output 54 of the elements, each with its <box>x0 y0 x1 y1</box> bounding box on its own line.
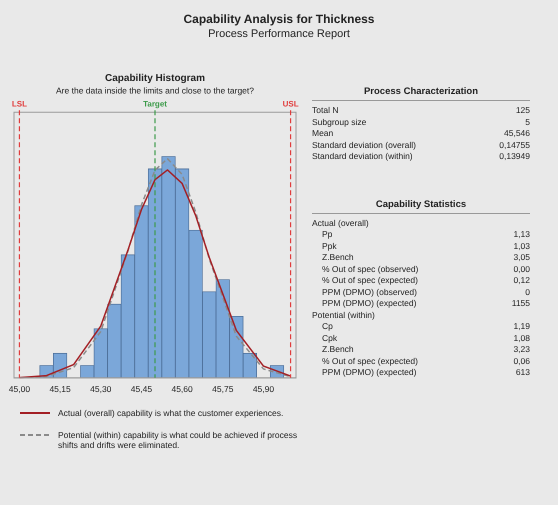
text: Process Characterization <box>312 86 530 101</box>
ref-line-label: LSL <box>12 99 28 108</box>
text: Capability Statistics <box>312 198 530 214</box>
text: 125 <box>516 105 530 116</box>
x-tick-label: 45,00 <box>8 384 30 394</box>
text: % Out of spec (observed) <box>321 264 418 275</box>
x-tick-label: 45,75 <box>212 384 234 394</box>
text: 1155 <box>512 298 530 310</box>
text: 613 <box>516 367 530 378</box>
text: Mean <box>312 128 334 140</box>
text: 5 <box>525 116 530 128</box>
text: 1,13 <box>513 229 530 240</box>
text: % Out of spec (expected) <box>321 275 418 286</box>
text: 0,00 <box>513 264 530 275</box>
x-tick-label: 45,30 <box>90 384 112 394</box>
text: Standard deviation (overall) <box>312 140 416 151</box>
text: 0 <box>525 286 530 298</box>
legend-label: Potential (within) capability is what could be achieved if process shifts and drifts were eliminated. <box>58 430 298 450</box>
text: Cpk <box>321 332 338 344</box>
text: PPM (DPMO) (expected) <box>321 298 416 310</box>
text: Subgroup size <box>312 116 366 128</box>
x-tick-label: 45,90 <box>252 384 274 394</box>
text: Actual (overall) <box>312 218 370 229</box>
ref-line-label: Target <box>143 99 168 108</box>
text: Cp <box>321 321 333 332</box>
text: Ppk <box>321 240 337 252</box>
chart-title: Capability Histogram <box>104 72 206 84</box>
text: 3,23 <box>513 344 530 356</box>
text: Z.Bench <box>321 344 354 356</box>
text: 3,05 <box>513 252 530 264</box>
x-tick-label: 45,15 <box>49 384 71 394</box>
text: 1,19 <box>513 321 530 332</box>
text: 0,12 <box>513 275 530 286</box>
text: PPM (DPMO) (observed) <box>321 286 417 298</box>
text: PPM (DPMO) (expected) <box>321 367 416 378</box>
text: Potential (within) <box>312 310 376 321</box>
ref-line-label: USL <box>282 99 299 108</box>
text: Z.Bench <box>321 252 354 264</box>
text: Process Performance Report <box>207 28 351 40</box>
text: 0,06 <box>513 356 530 367</box>
text: 45,546 <box>504 128 530 140</box>
legend-label: Actual (overall) capability is what the customer experiences. <box>58 408 284 418</box>
chart-subtitle: Are the data inside the limits and close to the target? <box>56 85 254 96</box>
x-tick-label: 45,60 <box>171 384 194 394</box>
text: Capability Analysis for Thickness <box>182 12 376 26</box>
text: 0,13949 <box>499 151 530 162</box>
text: Standard deviation (within) <box>312 151 413 162</box>
text: Total N <box>312 105 338 116</box>
x-tick-label: 45,45 <box>130 384 152 394</box>
text: % Out of spec (expected) <box>321 356 418 367</box>
text: 1,03 <box>513 240 530 252</box>
text: 1,08 <box>513 332 530 344</box>
text: 0,14755 <box>499 140 530 151</box>
text: Pp <box>321 229 332 240</box>
